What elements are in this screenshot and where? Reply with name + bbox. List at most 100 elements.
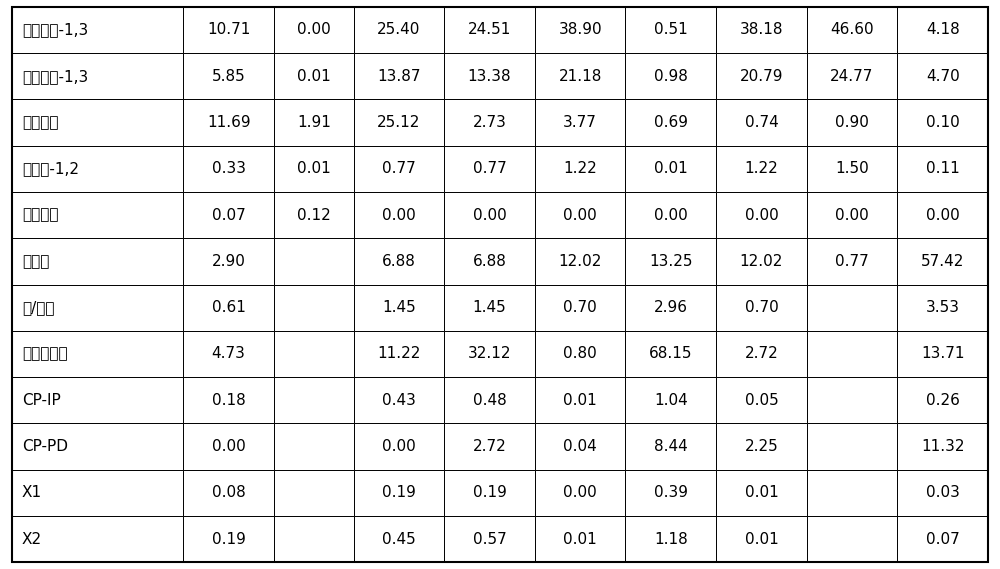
Bar xyxy=(716,146,807,192)
Text: 1.91: 1.91 xyxy=(297,115,331,130)
Bar xyxy=(535,100,625,146)
Bar xyxy=(274,331,354,377)
Bar xyxy=(183,53,274,100)
Bar xyxy=(274,146,354,192)
Bar xyxy=(354,53,444,100)
Bar xyxy=(444,146,535,192)
Bar xyxy=(12,7,183,53)
Bar xyxy=(625,377,716,423)
Bar xyxy=(807,284,897,331)
Text: 3.53: 3.53 xyxy=(926,300,960,315)
Bar xyxy=(183,284,274,331)
Bar xyxy=(625,284,716,331)
Text: 1.22: 1.22 xyxy=(563,161,597,176)
Bar xyxy=(807,516,897,562)
Text: 0.19: 0.19 xyxy=(212,531,246,547)
Bar xyxy=(444,238,535,284)
Text: 1.50: 1.50 xyxy=(835,161,869,176)
Bar xyxy=(897,238,988,284)
Text: 21.18: 21.18 xyxy=(558,69,602,84)
Bar xyxy=(12,423,183,469)
Text: 苯/甲苯: 苯/甲苯 xyxy=(22,300,54,315)
Text: 13.25: 13.25 xyxy=(649,254,693,269)
Bar xyxy=(274,100,354,146)
Text: 顺戊二烯-1,3: 顺戊二烯-1,3 xyxy=(22,69,88,84)
Text: 0.70: 0.70 xyxy=(563,300,597,315)
Text: 0.04: 0.04 xyxy=(563,439,597,454)
Bar xyxy=(716,238,807,284)
Text: 异戊烯炔: 异戊烯炔 xyxy=(22,208,58,222)
Text: 1.45: 1.45 xyxy=(473,300,506,315)
Text: 0.11: 0.11 xyxy=(926,161,960,176)
Text: 0.00: 0.00 xyxy=(473,208,506,222)
Text: X1: X1 xyxy=(22,485,42,500)
Bar xyxy=(625,331,716,377)
Bar xyxy=(12,192,183,238)
Bar xyxy=(897,331,988,377)
Text: 11.32: 11.32 xyxy=(921,439,964,454)
Text: 0.26: 0.26 xyxy=(926,393,960,408)
Text: 0.80: 0.80 xyxy=(563,347,597,361)
Text: 2.72: 2.72 xyxy=(473,439,506,454)
Text: 5.85: 5.85 xyxy=(212,69,246,84)
Text: 1.45: 1.45 xyxy=(382,300,416,315)
Bar xyxy=(535,238,625,284)
Text: 25.12: 25.12 xyxy=(377,115,421,130)
Text: 0.03: 0.03 xyxy=(926,485,960,500)
Bar xyxy=(12,238,183,284)
Text: 0.01: 0.01 xyxy=(745,531,778,547)
Bar xyxy=(807,53,897,100)
Text: 双环戊二烯: 双环戊二烯 xyxy=(22,347,68,361)
Bar xyxy=(535,331,625,377)
Bar xyxy=(354,284,444,331)
Bar xyxy=(12,100,183,146)
Text: 2.96: 2.96 xyxy=(654,300,688,315)
Bar xyxy=(807,238,897,284)
Bar xyxy=(274,192,354,238)
Text: 0.00: 0.00 xyxy=(212,439,246,454)
Bar xyxy=(535,284,625,331)
Text: 8.44: 8.44 xyxy=(654,439,688,454)
Bar xyxy=(897,7,988,53)
Text: 12.02: 12.02 xyxy=(740,254,783,269)
Text: 0.45: 0.45 xyxy=(382,531,416,547)
Bar xyxy=(807,423,897,469)
Bar xyxy=(625,7,716,53)
Bar xyxy=(444,423,535,469)
Text: 24.77: 24.77 xyxy=(830,69,874,84)
Text: 0.74: 0.74 xyxy=(745,115,778,130)
Bar xyxy=(716,284,807,331)
Text: 20.79: 20.79 xyxy=(740,69,783,84)
Bar xyxy=(444,284,535,331)
Bar xyxy=(183,423,274,469)
Bar xyxy=(274,284,354,331)
Text: 反戊二烯-1,3: 反戊二烯-1,3 xyxy=(22,22,88,38)
Bar xyxy=(274,7,354,53)
Text: 0.98: 0.98 xyxy=(654,69,688,84)
Bar xyxy=(897,192,988,238)
Bar xyxy=(12,284,183,331)
Text: 0.01: 0.01 xyxy=(563,531,597,547)
Bar xyxy=(183,100,274,146)
Bar xyxy=(625,192,716,238)
Bar xyxy=(807,331,897,377)
Bar xyxy=(625,238,716,284)
Bar xyxy=(625,53,716,100)
Bar xyxy=(716,100,807,146)
Bar xyxy=(183,469,274,516)
Text: 6.88: 6.88 xyxy=(473,254,506,269)
Text: 0.00: 0.00 xyxy=(745,208,778,222)
Bar xyxy=(716,7,807,53)
Text: 0.77: 0.77 xyxy=(835,254,869,269)
Text: 32.12: 32.12 xyxy=(468,347,511,361)
Text: 总碳六: 总碳六 xyxy=(22,254,49,269)
Bar xyxy=(535,469,625,516)
Text: 0.18: 0.18 xyxy=(212,393,246,408)
Bar xyxy=(625,469,716,516)
Text: 11.22: 11.22 xyxy=(377,347,421,361)
Bar xyxy=(12,53,183,100)
Text: 0.00: 0.00 xyxy=(563,208,597,222)
Text: 0.19: 0.19 xyxy=(473,485,506,500)
Text: 68.15: 68.15 xyxy=(649,347,693,361)
Bar xyxy=(897,53,988,100)
